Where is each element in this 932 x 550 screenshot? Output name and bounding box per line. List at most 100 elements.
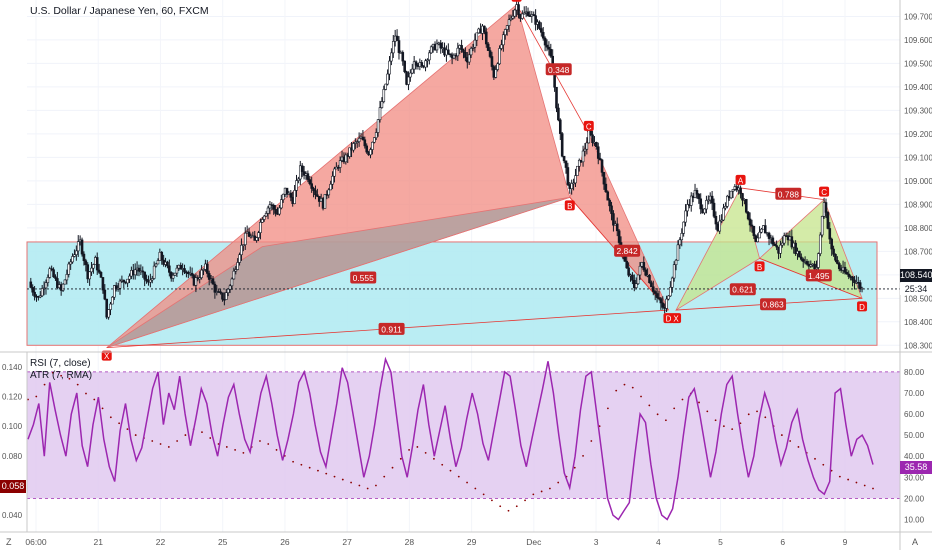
candle-body	[826, 212, 830, 229]
time-tick-label: 21	[93, 537, 103, 547]
ratio-label-box	[805, 269, 832, 282]
candle-body	[69, 261, 72, 265]
candle-body	[352, 143, 355, 151]
atr-dot	[267, 443, 270, 445]
candle-body	[424, 60, 427, 68]
atr-dot	[838, 475, 841, 478]
candle-body	[92, 264, 95, 269]
candle-body	[297, 178, 300, 181]
candle-body	[333, 168, 336, 177]
atr-dot	[457, 475, 460, 478]
candle-body	[242, 244, 245, 246]
candle-body	[676, 244, 680, 261]
point-label-d: D	[859, 303, 865, 312]
rsi-tick-label: 10.00	[904, 515, 925, 524]
atr-dot	[93, 398, 96, 401]
candle-body	[314, 190, 317, 196]
candle-body	[75, 250, 78, 255]
atr-dot	[664, 419, 667, 422]
candle-body	[707, 199, 710, 202]
candle-body	[564, 160, 568, 168]
candle-body	[361, 136, 365, 141]
point-label-b: B	[757, 263, 762, 272]
candle-body	[238, 254, 241, 263]
atr-dot	[109, 416, 112, 419]
zoom-corner-left[interactable]: Z	[6, 537, 12, 547]
atr-dot	[722, 425, 725, 428]
candle-body	[243, 232, 247, 245]
candle-body	[384, 83, 387, 90]
candle-body	[615, 223, 619, 232]
atr-dot	[615, 389, 618, 392]
candle-body	[775, 245, 778, 248]
atr-dot	[515, 505, 518, 508]
atr-tick-label: 0.040	[2, 511, 23, 520]
point-label-b: B	[567, 202, 572, 211]
point-label-box	[819, 186, 830, 197]
atr-dot	[176, 440, 179, 442]
candle-body	[760, 228, 763, 233]
candle-body	[391, 41, 395, 54]
candle-body	[80, 239, 84, 255]
candle-body	[247, 231, 251, 237]
candle-body	[111, 296, 114, 305]
atr-dot	[474, 487, 477, 490]
time-tick-label: 27	[342, 537, 352, 547]
candle-body	[439, 42, 443, 49]
candle-body	[545, 44, 549, 48]
candle-body	[173, 272, 177, 276]
price-tick-label: 109.400	[904, 83, 932, 92]
candle-body	[534, 15, 537, 25]
candle-body	[236, 262, 239, 270]
atr-dot	[847, 478, 850, 481]
ratio-label: 2.842	[616, 246, 638, 256]
candle-body	[207, 273, 211, 280]
candle-body	[562, 155, 566, 162]
candle-body	[678, 239, 682, 246]
time-axis: 06:00 21 22 25 26 27 28 29 Dec 3 4 5 6 9	[25, 537, 847, 547]
point-label-c: C	[821, 188, 827, 197]
atr-dot	[582, 454, 584, 457]
candle-body	[674, 259, 678, 265]
candle-body	[409, 72, 412, 78]
candle-body	[390, 52, 393, 62]
candle-body	[860, 287, 864, 290]
time-tick-label: 5	[718, 537, 723, 547]
candle-body	[547, 46, 551, 50]
auto-scale-corner[interactable]: A	[912, 537, 919, 547]
candle-body	[540, 28, 543, 33]
candle-body	[54, 276, 57, 279]
atr-dot	[308, 466, 311, 469]
candle-body	[109, 303, 112, 310]
candle-body	[414, 61, 418, 66]
rsi-tick-label: 20.00	[904, 494, 925, 503]
candle-body	[634, 283, 638, 288]
candle-body	[61, 283, 65, 291]
candle-body	[48, 268, 52, 278]
candle-body	[824, 202, 828, 213]
atr-dot	[540, 490, 543, 493]
ratio-label-box	[760, 298, 787, 311]
atr-dot	[27, 398, 29, 401]
candle-body	[697, 193, 701, 200]
point-label-box	[564, 200, 575, 211]
candle-body	[722, 207, 725, 221]
candle-body	[509, 17, 513, 20]
atr-dot	[590, 440, 593, 442]
candle-body	[581, 150, 585, 163]
candle-body	[194, 277, 198, 286]
price-tick-label: 109.300	[904, 106, 932, 115]
atr-dot	[623, 383, 626, 386]
candle-body	[661, 302, 665, 308]
candle-body	[232, 270, 236, 280]
candle-body	[407, 76, 410, 85]
atr-dot	[706, 410, 709, 413]
atr-dot	[51, 371, 54, 374]
atr-dot	[234, 449, 237, 451]
candle-body	[541, 32, 545, 39]
candle-body	[669, 287, 672, 297]
candle-body	[817, 253, 820, 268]
point-label-d: D	[666, 315, 672, 324]
candle-body	[549, 48, 553, 57]
point-label-box	[663, 313, 674, 324]
